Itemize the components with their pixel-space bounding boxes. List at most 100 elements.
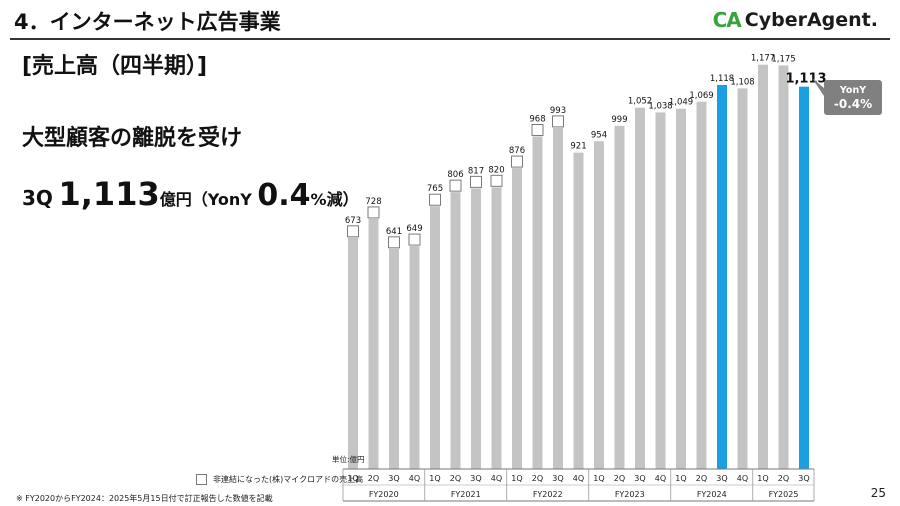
bar-7 — [471, 188, 481, 469]
figure-percent: 0.4 — [257, 178, 311, 213]
bar-1 — [348, 237, 358, 469]
logo-mark: CA — [712, 8, 742, 32]
header-divider — [10, 38, 890, 40]
bar-8 — [491, 187, 502, 469]
x-tick-7: 3Q — [470, 474, 481, 483]
x-tick-2: 2Q — [368, 474, 379, 483]
bar-9 — [512, 168, 522, 469]
value-label-22: 1,175 — [771, 54, 795, 64]
legend-label: 非連結になった(株)マイクロアドの売上高 — [213, 475, 364, 484]
value-label-5: 765 — [427, 184, 443, 194]
x-tick-11: 3Q — [552, 474, 563, 483]
microad-box-10 — [531, 123, 544, 136]
page-number: 25 — [870, 486, 886, 500]
cyberagent-logo: CA CyberAgent. — [713, 8, 878, 32]
yony-callout-badge — [824, 80, 882, 115]
x-tick-5: 1Q — [429, 474, 440, 483]
bar-14 — [614, 125, 625, 469]
x-tick-15: 3Q — [634, 474, 645, 483]
bar-19 — [717, 84, 727, 469]
bar-6 — [450, 192, 461, 470]
bar-4 — [409, 246, 420, 469]
value-label-8: 820 — [488, 165, 504, 175]
microad-box-8 — [490, 174, 503, 187]
bar-15 — [635, 107, 645, 469]
headline: 大型顧客の離脱を受け — [22, 126, 243, 151]
x-tick-9: 1Q — [511, 474, 522, 483]
bar-11 — [553, 127, 563, 469]
value-label-12: 921 — [570, 142, 586, 152]
x-tick-14: 2Q — [614, 474, 625, 483]
value-label-20: 1,108 — [730, 77, 754, 87]
x-tick-22: 2Q — [778, 474, 789, 483]
value-label-9: 876 — [509, 146, 525, 156]
key-figure: 3Q 1,113億円（YonY 0.4%減） — [22, 175, 359, 213]
bar-10 — [532, 136, 543, 469]
value-label-4: 649 — [406, 224, 422, 234]
bar-21 — [758, 64, 768, 469]
x-tick-18: 2Q — [696, 474, 707, 483]
value-label-16: 1,038 — [648, 101, 672, 111]
group-label-FY2024: FY2024 — [697, 490, 727, 499]
x-tick-13: 1Q — [593, 474, 604, 483]
x-tick-8: 4Q — [491, 474, 502, 483]
value-label-23: 1,113 — [785, 72, 826, 87]
value-label-13: 954 — [591, 130, 607, 140]
x-tick-3: 3Q — [388, 474, 399, 483]
microad-box-9 — [511, 155, 523, 168]
x-tick-19: 3Q — [716, 474, 727, 483]
group-label-FY2023: FY2023 — [615, 490, 645, 499]
x-tick-20: 4Q — [737, 474, 748, 483]
value-label-1: 673 — [345, 216, 361, 226]
value-label-14: 999 — [611, 115, 627, 125]
x-tick-4: 4Q — [409, 474, 420, 483]
value-label-2: 728 — [365, 197, 381, 207]
x-tick-21: 1Q — [757, 474, 768, 483]
group-label-FY2020: FY2020 — [369, 490, 399, 499]
x-tick-23: 3Q — [798, 474, 809, 483]
x-tick-17: 1Q — [675, 474, 686, 483]
value-label-18: 1,069 — [689, 91, 713, 101]
bar-22 — [778, 65, 789, 469]
microad-box-4 — [408, 233, 421, 246]
figure-quarter: 3Q — [22, 186, 53, 210]
legend: 非連結になった(株)マイクロアドの売上高 — [196, 474, 363, 485]
figure-suffix: %減） — [310, 190, 359, 209]
value-label-11: 993 — [550, 106, 566, 116]
yony-callout-label: YonY — [839, 85, 866, 96]
bar-3 — [389, 248, 399, 469]
yony-callout-pointer — [812, 78, 824, 96]
microad-box-5 — [429, 193, 441, 206]
page-title: 4．インターネット広告事業 — [14, 10, 281, 34]
value-label-7: 817 — [468, 166, 484, 176]
yony-callout-value: -0.4% — [834, 97, 872, 111]
bar-20 — [737, 88, 748, 469]
value-label-10: 968 — [529, 114, 545, 124]
microad-box-11 — [552, 115, 564, 128]
value-label-19: 1,118 — [710, 74, 734, 84]
microad-box-1 — [347, 225, 359, 238]
bar-18 — [696, 101, 707, 470]
legend-swatch — [196, 474, 207, 485]
microad-box-6 — [449, 179, 462, 192]
section-title: [売上高（四半期）] — [22, 54, 208, 79]
value-label-17: 1,049 — [669, 98, 693, 108]
value-label-15: 1,052 — [628, 97, 652, 107]
logo-text: CyberAgent. — [744, 9, 878, 31]
bar-5 — [430, 206, 440, 469]
bar-12 — [573, 152, 584, 469]
bar-2 — [368, 218, 379, 469]
x-tick-12: 4Q — [573, 474, 584, 483]
group-label-FY2021: FY2021 — [451, 490, 481, 499]
figure-unit: 億円（YonY — [159, 190, 252, 209]
bar-23 — [799, 86, 809, 469]
value-label-3: 641 — [386, 227, 402, 237]
microad-box-2 — [367, 206, 380, 219]
microad-box-7 — [470, 175, 482, 188]
x-tick-1: 1Q — [347, 474, 358, 483]
group-label-FY2022: FY2022 — [533, 490, 563, 499]
value-label-21: 1,177 — [751, 54, 775, 64]
x-tick-10: 2Q — [532, 474, 543, 483]
group-label-FY2025: FY2025 — [769, 490, 799, 499]
footnote: ※ FY2020からFY2024：2025年5月15日付で訂正報告した数値を記載 — [16, 494, 273, 503]
